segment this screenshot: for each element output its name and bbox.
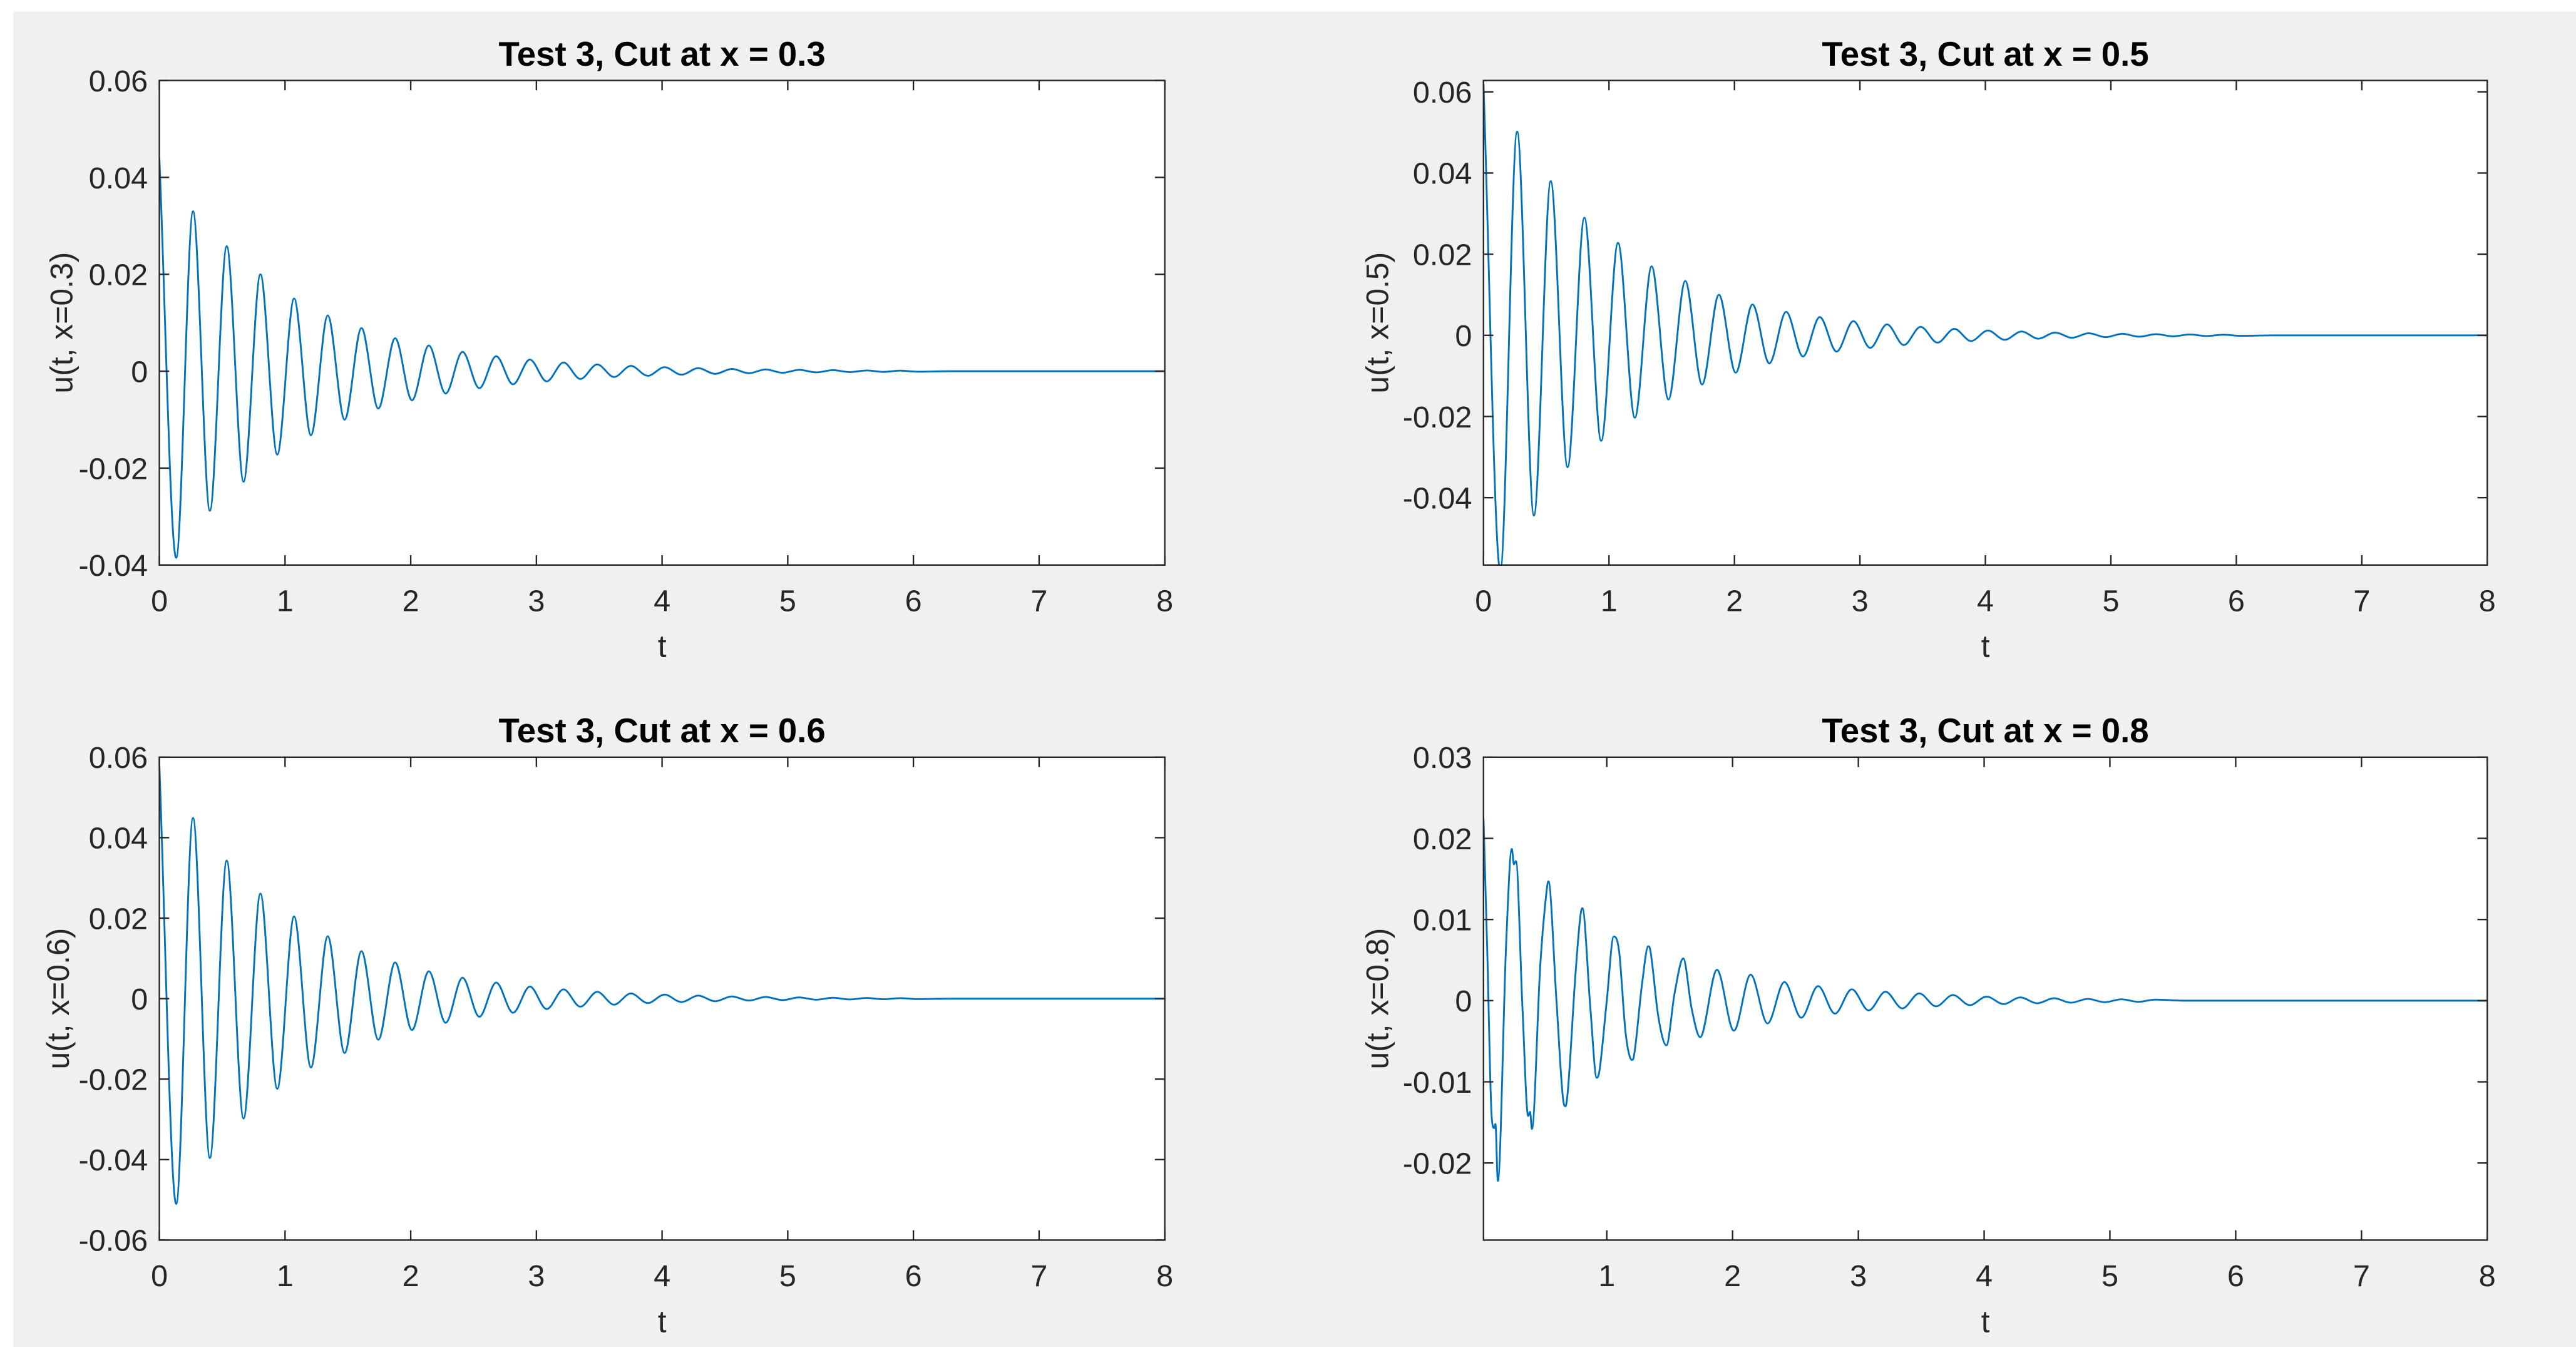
subplot: 1 2 3 4 5 6 7 8 0.03 0.02 0.01 0 -0.01 -0.02 Test 3, C… [1360, 712, 2496, 1339]
x-tick-label: 1 [1601, 584, 1618, 618]
y-tick-label: 0 [131, 983, 148, 1016]
x-tick-label: 0 [151, 1259, 168, 1293]
x-tick-label: 1 [277, 584, 294, 618]
y-axis-label: u(t, x=0.6) [41, 928, 76, 1070]
x-tick-label: 6 [905, 1259, 922, 1293]
y-tick-label: 0.04 [89, 822, 148, 856]
series-line [159, 158, 1165, 559]
x-axis-label: t [1981, 1304, 1990, 1339]
y-tick-label: 0.03 [1413, 741, 1472, 775]
x-axis-label: t [658, 629, 667, 664]
axes-background [1483, 757, 2488, 1240]
y-tick-label: 0.01 [1413, 904, 1472, 938]
x-tick-label: 1 [1598, 1259, 1615, 1293]
axes-box [1482, 756, 2488, 1241]
y-tick-label: 0.02 [89, 902, 148, 936]
y-axis-label: u(t, x=0.8) [1360, 928, 1395, 1070]
x-tick-label: 0 [151, 584, 168, 618]
x-tick-label: 7 [2353, 1259, 2370, 1293]
y-tick-label: -0.02 [1403, 401, 1472, 434]
y-axis-label: u(t, x=0.5) [1360, 252, 1395, 394]
x-tick-label: 6 [905, 584, 922, 618]
y-axis-label: u(t, x=0.3) [44, 252, 79, 394]
y-tick-label: -0.01 [1403, 1066, 1472, 1100]
x-tick-label: 4 [654, 584, 670, 618]
y-tick-label: -0.04 [79, 549, 148, 583]
x-tick-label: 8 [1156, 1259, 1173, 1293]
x-tick-label: 4 [1977, 584, 1994, 618]
chart-title: Test 3, Cut at x = 0.8 [1822, 712, 2148, 750]
chart-title: Test 3, Cut at x = 0.5 [1822, 35, 2148, 73]
series-line [1483, 818, 2488, 1182]
y-tick-label: 0 [131, 355, 148, 389]
subplot: 0 1 2 3 4 5 6 7 8 0.06 0.04 0.02 0 -0.02 -0.04 -0.06 Tes… [41, 712, 1173, 1339]
subplot: 0 1 2 3 4 5 6 7 8 0.06 0.04 0.02 0 -0.02 -0.04 Test 3, … [44, 35, 1173, 664]
y-tick-label: 0.02 [89, 258, 148, 292]
y-tick-label: 0 [1455, 984, 1472, 1018]
x-axis-label: t [1981, 629, 1990, 664]
x-tick-label: 7 [2353, 584, 2370, 618]
x-tick-label: 7 [1030, 584, 1047, 618]
x-tick-label: 0 [1475, 584, 1492, 618]
y-tick-label: 0 [1455, 319, 1472, 353]
x-tick-label: 4 [1976, 1259, 1993, 1293]
y-tick-label: 0.06 [89, 741, 148, 775]
y-tick-label: 0.02 [1413, 238, 1472, 272]
y-tick-label: 0.02 [1413, 822, 1472, 856]
y-tick-label: -0.02 [79, 1063, 148, 1097]
series-line [159, 765, 1165, 1205]
series-line [1483, 83, 2488, 565]
x-tick-label: 6 [2227, 1259, 2244, 1293]
x-tick-label: 3 [528, 1259, 545, 1293]
x-tick-label: 2 [403, 584, 419, 618]
x-tick-label: 5 [779, 1259, 796, 1293]
subplot: 0 1 2 3 4 5 6 7 8 0.06 0.04 0.02 0 -0.02 -0.04 Test 3, … [1360, 35, 2496, 664]
y-tick-label: -0.04 [1403, 481, 1472, 515]
chart-title: Test 3, Cut at x = 0.6 [499, 712, 826, 750]
y-tick-label: 0.06 [1413, 76, 1472, 110]
x-tick-label: 8 [2479, 584, 2496, 618]
y-tick-label: -0.04 [79, 1143, 148, 1177]
x-tick-label: 3 [1852, 584, 1869, 618]
x-tick-label: 8 [1156, 584, 1173, 618]
x-tick-label: 2 [403, 1259, 419, 1293]
axes-background [159, 80, 1165, 565]
x-tick-label: 4 [654, 1259, 670, 1293]
x-tick-label: 1 [277, 1259, 294, 1293]
x-tick-label: 3 [528, 584, 545, 618]
y-tick-label: -0.02 [79, 452, 148, 486]
y-tick-label: -0.06 [79, 1224, 148, 1258]
x-tick-label: 2 [1724, 1259, 1741, 1293]
x-tick-label: 6 [2228, 584, 2245, 618]
x-tick-label: 7 [1030, 1259, 1047, 1293]
x-tick-label: 8 [2479, 1259, 2496, 1293]
x-tick-label: 2 [1726, 584, 1743, 618]
x-tick-label: 5 [2101, 1259, 2118, 1293]
y-tick-label: -0.02 [1403, 1147, 1472, 1181]
y-tick-label: 0.06 [89, 64, 148, 98]
x-tick-label: 5 [779, 584, 796, 618]
x-axis-label: t [658, 1304, 667, 1339]
x-tick-label: 3 [1850, 1259, 1867, 1293]
axes-background [1483, 80, 2488, 565]
y-tick-label: 0.04 [89, 161, 148, 195]
x-tick-label: 5 [2102, 584, 2119, 618]
y-tick-label: 0.04 [1413, 157, 1472, 191]
chart-title: Test 3, Cut at x = 0.3 [499, 35, 826, 73]
